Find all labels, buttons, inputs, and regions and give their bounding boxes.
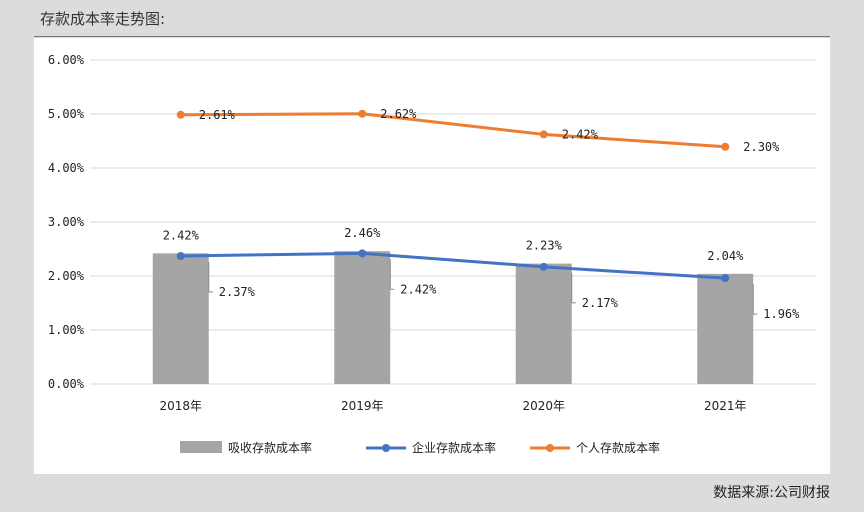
x-tick-label: 2021年 <box>704 399 747 413</box>
corporate-point <box>358 249 367 258</box>
personal-point <box>721 142 730 151</box>
legend-marker-corporate <box>382 444 390 452</box>
y-tick-label: 4.00% <box>48 161 85 175</box>
corporate-line <box>180 251 726 280</box>
personal-value-label: 2.30% <box>743 140 780 154</box>
bar-value-label: 2.04% <box>707 249 744 263</box>
legend-label: 吸收存款成本率 <box>228 440 312 455</box>
title-divider <box>34 36 830 37</box>
corporate-value-label: 2.17% <box>582 296 619 310</box>
corporate-value-label: 2.37% <box>219 285 256 299</box>
bar-value-label: 2.46% <box>344 226 381 240</box>
chart-panel: 0.00% 1.00% 2.00% 3.00% 4.00% 5.00% 6.00% 2.42%… <box>34 38 830 474</box>
deposit-cost-chart: 0.00% 1.00% 2.00% 3.00% 4.00% 5.00% 6.00% 2.42%… <box>48 53 816 455</box>
personal-point <box>358 109 367 118</box>
personal-point <box>539 130 548 139</box>
data-source: 数据来源:公司财报 <box>713 485 830 501</box>
bar-value-label: 2.42% <box>163 228 200 242</box>
legend-label: 企业存款成本率 <box>412 440 496 455</box>
y-tick-label: 1.00% <box>48 323 85 337</box>
personal-value-label: 2.62% <box>380 107 417 121</box>
personal-value-label: 2.42% <box>562 127 599 141</box>
legend-swatch-bar <box>180 441 222 453</box>
personal-value-label: 2.61% <box>199 108 236 122</box>
x-tick-label: 2018年 <box>159 399 202 413</box>
legend-marker-personal <box>546 444 554 452</box>
page-title: 存款成本率走势图: <box>40 10 166 28</box>
x-tick-label: 2019年 <box>341 399 384 413</box>
personal-line <box>180 112 726 149</box>
corporate-point <box>176 252 185 261</box>
y-tick-label: 0.00% <box>48 377 85 391</box>
legend-label: 个人存款成本率 <box>576 440 660 455</box>
y-tick-label: 2.00% <box>48 269 85 283</box>
personal-point <box>176 110 185 119</box>
bar-value-label: 2.23% <box>526 239 563 253</box>
y-tick-label: 6.00% <box>48 53 85 67</box>
y-tick-label: 3.00% <box>48 215 85 229</box>
x-tick-label: 2020年 <box>522 399 565 413</box>
bar <box>515 263 572 384</box>
corporate-point <box>539 262 548 271</box>
corporate-value-label: 2.42% <box>400 282 437 296</box>
y-tick-label: 5.00% <box>48 107 85 121</box>
bar <box>697 273 754 384</box>
bar <box>334 251 391 384</box>
bar <box>152 253 209 384</box>
corporate-point <box>721 274 730 283</box>
corporate-value-label: 1.96% <box>763 307 800 321</box>
